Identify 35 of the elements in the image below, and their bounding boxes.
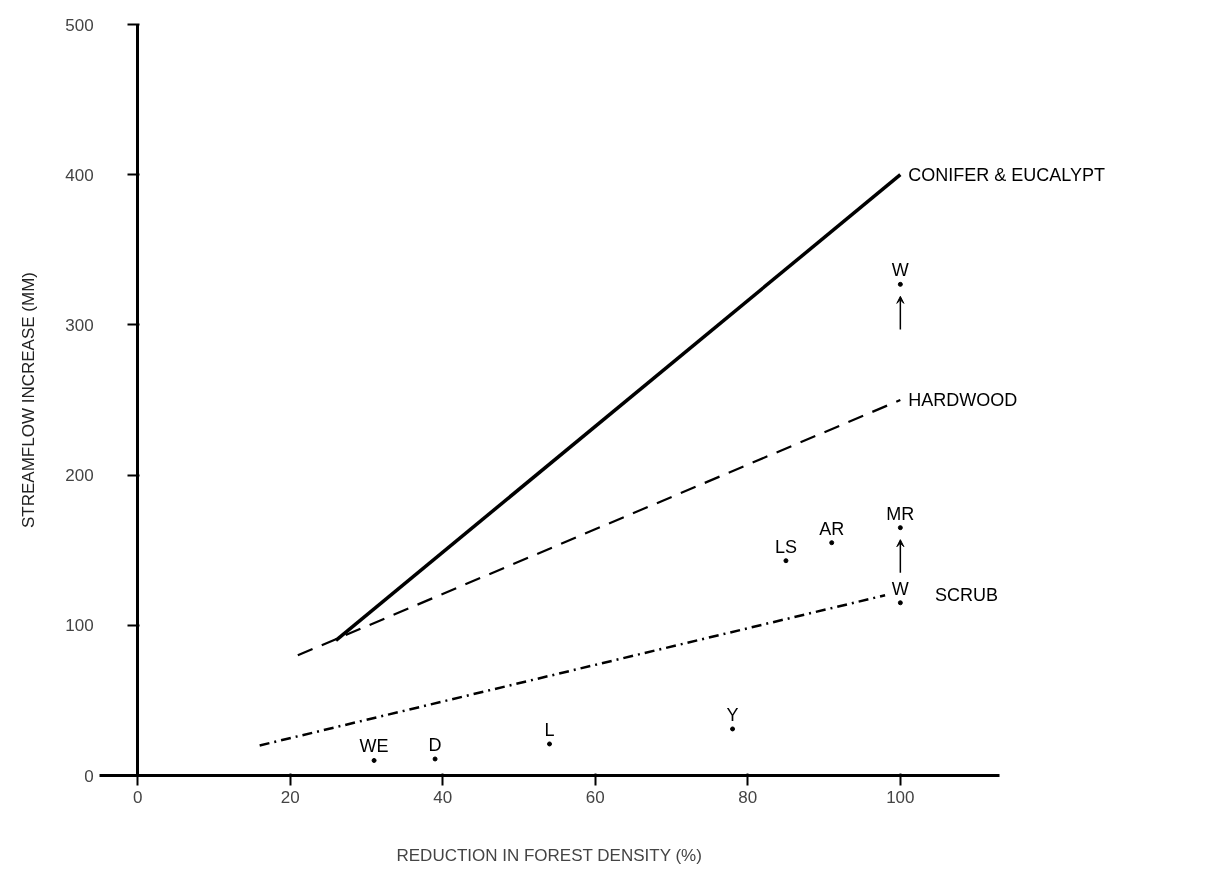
data-label: AR: [819, 518, 845, 539]
point: [432, 756, 438, 762]
y-tick-label: 200: [65, 466, 94, 486]
data-label: MR: [886, 503, 915, 524]
x-axis-title: REDUCTION IN FOREST DENSITY (%): [396, 845, 702, 865]
y-tick-label: 500: [65, 15, 94, 35]
data-label: WE: [359, 736, 389, 757]
x-tick-label: 40: [433, 787, 453, 807]
x-tick-label: 100: [886, 787, 915, 807]
y-tick-label: 300: [65, 315, 94, 335]
point: [371, 757, 377, 763]
data-label: LS: [774, 536, 797, 557]
text: SCRUB: [935, 585, 999, 606]
y-tick-label: 100: [65, 616, 94, 636]
y-axis-title: STREAMFLOW INCREASE (MM): [19, 272, 38, 528]
data-label: L: [544, 719, 555, 740]
x-tick-label: 20: [280, 787, 300, 807]
point: [897, 525, 903, 531]
data-label: D: [428, 734, 442, 755]
series-label: HARDWOOD: [908, 390, 1018, 410]
point: [897, 600, 903, 606]
x-tick-label: 80: [738, 787, 758, 807]
series-label: CONIFER & EUCALYPT: [908, 164, 1106, 185]
point: [547, 741, 552, 747]
data-label: Y: [726, 704, 739, 725]
point: [829, 540, 835, 546]
data-label: W: [891, 260, 909, 281]
y-tick-label: 400: [65, 165, 94, 185]
point: [897, 281, 903, 287]
x-tick-label: 0: [132, 787, 143, 807]
y-tick-label: 0: [84, 766, 94, 786]
point: [783, 558, 789, 564]
x-tick-label: 60: [585, 787, 605, 807]
point: [730, 726, 736, 732]
data-label: W: [891, 578, 909, 599]
